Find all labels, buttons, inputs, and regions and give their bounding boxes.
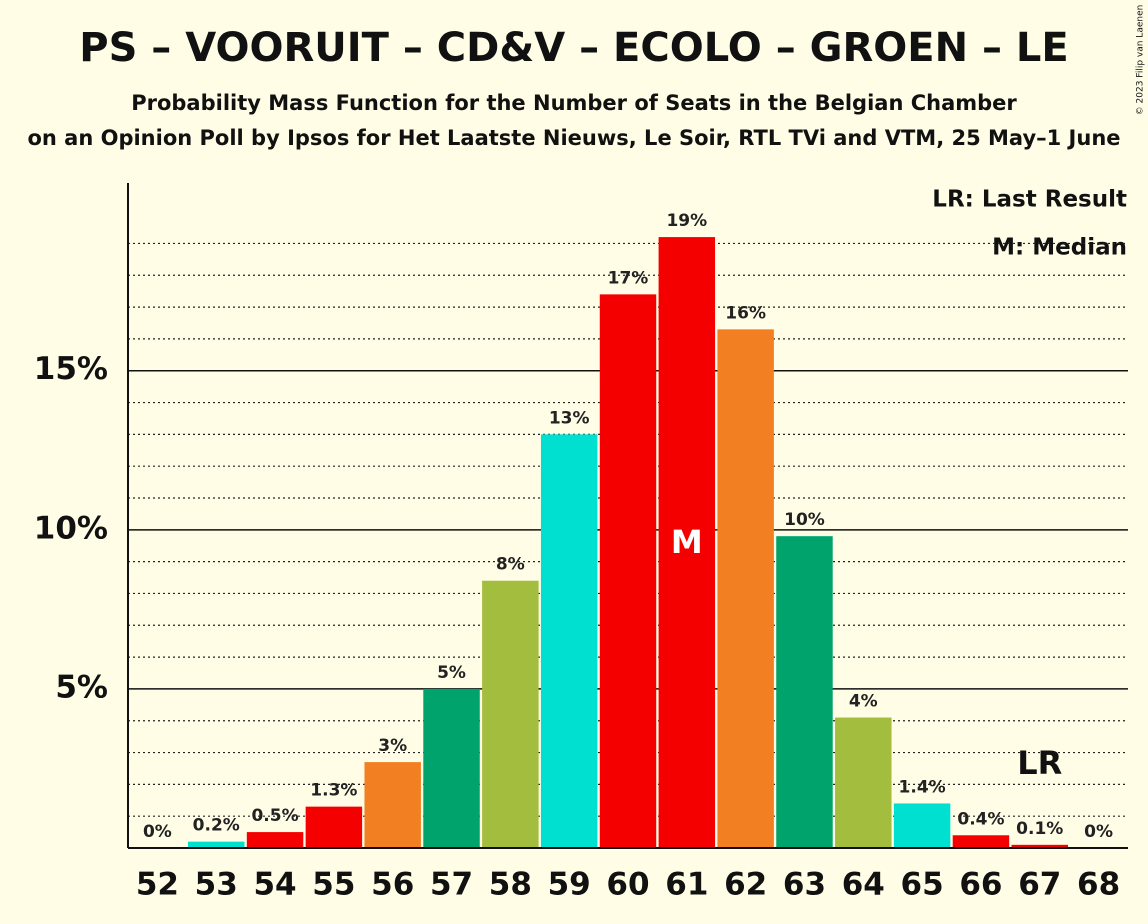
value-label: 0.4% — [957, 809, 1004, 829]
x-tick-label: 53 — [195, 867, 238, 903]
value-label: 0.5% — [251, 806, 298, 826]
x-tick-label: 65 — [901, 867, 944, 903]
bar — [1011, 844, 1068, 848]
x-tick-label: 57 — [430, 867, 473, 903]
x-tick-label: 67 — [1018, 867, 1061, 903]
y-tick-label: 15% — [34, 351, 108, 387]
bar — [246, 832, 304, 848]
legend-entry: M: Median — [992, 235, 1127, 261]
y-tick-label: 5% — [55, 669, 108, 705]
x-tick-label: 56 — [371, 867, 414, 903]
x-tick-label: 62 — [724, 867, 767, 903]
bar — [952, 835, 1010, 848]
bar — [188, 841, 245, 848]
value-label: 0.1% — [1016, 819, 1063, 839]
value-label: 0.2% — [193, 816, 240, 836]
value-label: 1.3% — [310, 781, 357, 801]
bar — [776, 536, 833, 848]
x-tick-label: 64 — [842, 867, 885, 903]
chart-subtitle: Probability Mass Function for the Number… — [131, 91, 1017, 115]
value-label: 16% — [725, 303, 766, 323]
bar — [423, 688, 480, 848]
x-tick-label: 54 — [253, 867, 296, 903]
value-label: 0% — [1084, 822, 1113, 842]
x-tick-label: 68 — [1077, 867, 1120, 903]
bar — [599, 294, 657, 848]
copyright: © 2023 Filip van Laenen — [1136, 5, 1146, 116]
bar — [540, 434, 598, 848]
bar — [482, 580, 539, 848]
bar — [364, 762, 421, 848]
last-result-marker: LR — [1017, 744, 1062, 782]
value-label: 4% — [849, 692, 878, 712]
x-tick-label: 55 — [312, 867, 355, 903]
x-tick-label: 52 — [136, 867, 179, 903]
y-tick-label: 10% — [34, 510, 108, 546]
median-marker: M — [671, 523, 703, 561]
bar — [305, 806, 363, 848]
x-tick-label: 58 — [489, 867, 532, 903]
x-tick-label: 59 — [548, 867, 591, 903]
x-tick-label: 66 — [959, 867, 1002, 903]
legend-entry: LR: Last Result — [932, 187, 1127, 213]
value-label: 13% — [549, 408, 590, 428]
bar — [893, 803, 951, 848]
value-label: 8% — [496, 555, 525, 575]
value-label: 1.4% — [899, 777, 946, 797]
x-tick-label: 63 — [783, 867, 826, 903]
x-tick-label: 60 — [606, 867, 649, 903]
bar — [835, 717, 892, 848]
x-tick-label: 61 — [665, 867, 708, 903]
chart-title: PS – VOORUIT – CD&V – ECOLO – GROEN – LE — [79, 25, 1069, 71]
bar — [717, 329, 774, 848]
value-label: 17% — [608, 268, 649, 288]
chart-subtitle: on an Opinion Poll by Ipsos for Het Laat… — [27, 126, 1120, 150]
value-label: 5% — [437, 663, 466, 683]
value-label: 0% — [143, 822, 172, 842]
value-label: 3% — [378, 736, 407, 756]
value-label: 19% — [666, 211, 707, 231]
value-label: 10% — [784, 510, 825, 530]
bar — [658, 237, 716, 848]
